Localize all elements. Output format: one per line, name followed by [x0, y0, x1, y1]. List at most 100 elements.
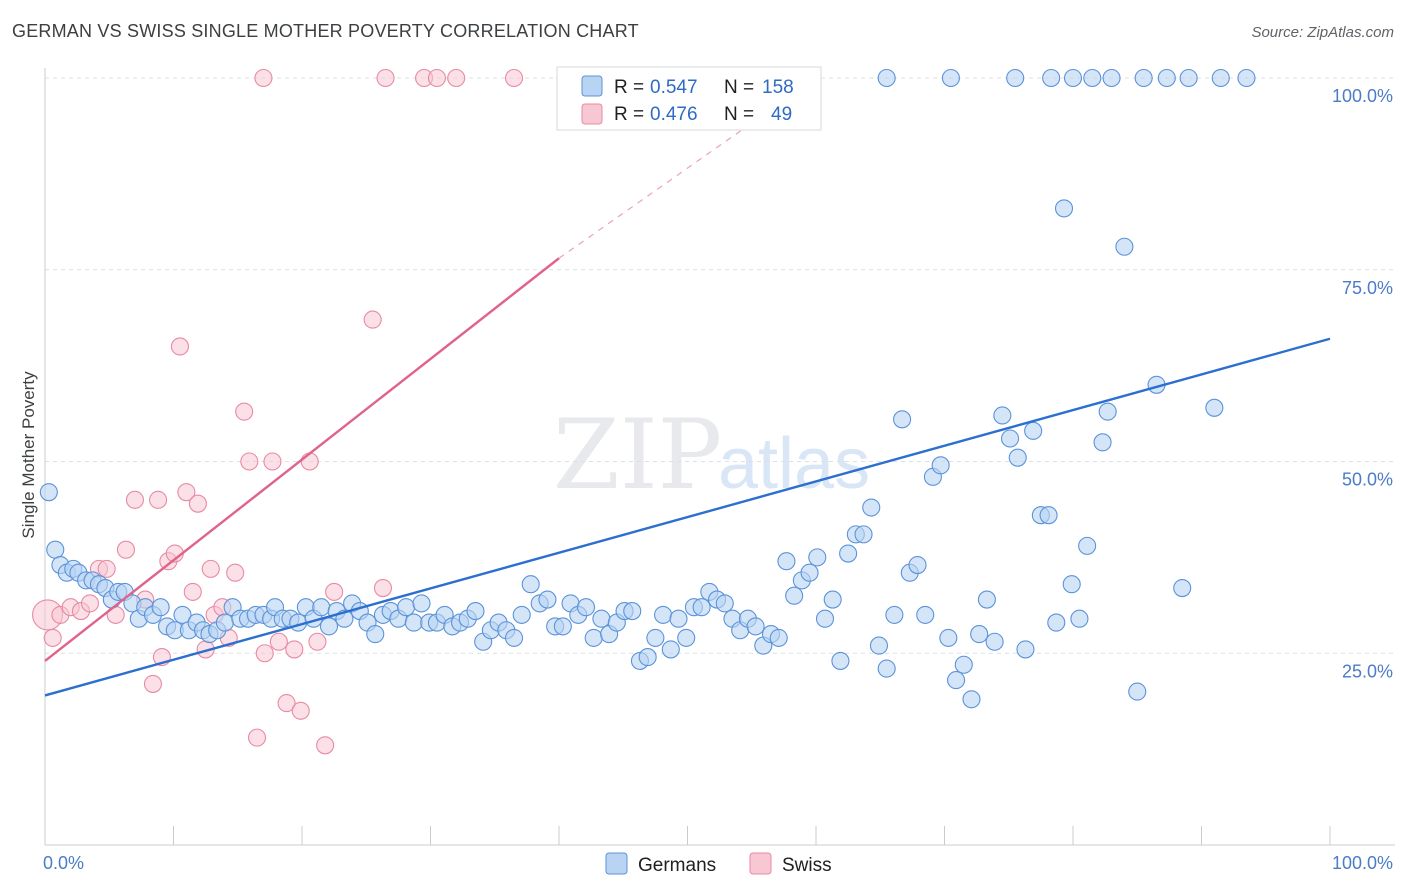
german-point-123: [962, 690, 981, 709]
german-point-154: [1157, 68, 1176, 88]
german-point-121: [947, 671, 966, 690]
german-point-153: [1134, 68, 1153, 88]
german-point-86: [677, 628, 696, 647]
swiss-point-17: [170, 337, 189, 356]
german-point-136: [1062, 575, 1081, 594]
swiss-point-12: [143, 674, 162, 693]
german-point-99: [777, 552, 796, 571]
swiss-n-value: 49: [771, 104, 792, 125]
german-point-119: [931, 456, 950, 475]
german-point-74: [584, 628, 603, 647]
german-point-98: [769, 628, 788, 647]
german-point-70: [553, 617, 572, 636]
swiss-point-34: [285, 640, 304, 659]
swiss-swatch: [581, 103, 603, 125]
german-point-137: [1070, 609, 1089, 628]
german-point-1: [46, 540, 65, 559]
swiss-point-41: [373, 579, 393, 598]
german-point-88: [692, 598, 711, 617]
swiss-point-19: [183, 582, 202, 601]
swiss-point-36: [300, 452, 319, 471]
german-point-117: [916, 605, 935, 624]
german-point-40: [319, 617, 339, 636]
german-series: [39, 68, 1256, 709]
swiss-trend-line: [44, 257, 560, 662]
german-point-127: [993, 406, 1012, 425]
german-point-145: [1205, 398, 1224, 417]
swiss-point-32: [269, 632, 288, 651]
tick-labels: 25.0% 50.0% 75.0% 100.0% 0.0% 100.0%: [43, 86, 1393, 873]
x-tick-label-1: 100.0%: [1332, 853, 1393, 873]
german-point-148: [1006, 68, 1025, 88]
watermark-atlas: atlas: [718, 424, 870, 504]
chart-title: GERMAN VS SWISS SINGLE MOTHER POVERTY CO…: [12, 21, 639, 41]
swiss-point-43: [376, 68, 395, 88]
german-point-81: [638, 648, 657, 667]
german-point-112: [877, 659, 896, 678]
german-point-50: [397, 598, 416, 617]
german-point-147: [941, 68, 960, 88]
swiss-point-42: [254, 68, 273, 88]
german-point-122: [954, 655, 973, 674]
german-point-79: [623, 602, 642, 621]
german-point-113: [885, 605, 904, 624]
swiss-point-30: [255, 644, 274, 663]
german-point-105: [823, 590, 842, 609]
swiss-point-1: [43, 628, 62, 647]
swiss-point-35: [291, 701, 310, 720]
german-point-65: [512, 605, 531, 624]
german-point-126: [985, 632, 1004, 651]
swiss-point-45: [427, 68, 446, 88]
german-point-129: [1008, 448, 1027, 467]
swiss-point-27: [235, 402, 254, 421]
german-point-157: [1237, 68, 1256, 88]
swiss-point-13: [149, 490, 168, 509]
swiss-point-39: [325, 582, 344, 601]
german-point-130: [1016, 640, 1035, 659]
german-point-114: [893, 410, 912, 429]
german-point-103: [808, 548, 827, 567]
german-n-value: 158: [762, 77, 794, 98]
german-point-0: [39, 483, 58, 502]
swiss-point-20: [188, 494, 207, 513]
swiss-point-38: [316, 736, 335, 755]
german-r-value: 0.547: [650, 77, 698, 98]
german-point-120: [939, 628, 958, 647]
german-point-110: [862, 498, 881, 517]
swiss-point-28: [240, 452, 259, 471]
german-point-64: [504, 628, 524, 647]
german-point-134: [1047, 613, 1066, 632]
watermark: ZIP atlas: [553, 399, 870, 511]
german-point-59: [466, 602, 485, 621]
legend-swiss-label: Swiss: [782, 855, 832, 876]
german-point-51: [404, 613, 423, 632]
swiss-series: [32, 68, 575, 755]
german-point-106: [831, 651, 850, 670]
swiss-point-22: [201, 559, 220, 578]
german-point-104: [815, 609, 835, 628]
german-point-109: [854, 525, 873, 544]
german-point-85: [669, 609, 688, 628]
y-tick-label-2: 75.0%: [1342, 278, 1393, 298]
legend-germans-swatch: [605, 852, 628, 875]
german-r-label: R =: [614, 77, 644, 98]
swiss-n-label: N =: [724, 104, 754, 125]
stats-legend: R = 0.547 N = 158 R = 0.476 N = 49: [556, 66, 822, 131]
german-point-125: [977, 590, 996, 609]
swiss-point-37: [308, 632, 327, 651]
german-point-75: [592, 609, 611, 628]
swiss-point-26: [226, 563, 245, 582]
german-point-142: [1128, 682, 1147, 701]
swiss-point-47: [504, 68, 524, 88]
german-point-139: [1093, 433, 1112, 452]
german-point-111: [869, 636, 889, 655]
german-point-17: [151, 598, 170, 617]
german-point-140: [1098, 402, 1117, 421]
swiss-point-46: [447, 68, 466, 88]
swiss-point-33: [277, 694, 296, 713]
y-axis-label: Single Mother Poverty: [19, 371, 38, 539]
german-point-135: [1054, 199, 1074, 218]
german-point-152: [1102, 68, 1121, 88]
swiss-r-value: 0.476: [650, 104, 698, 125]
german-point-124: [970, 625, 989, 644]
